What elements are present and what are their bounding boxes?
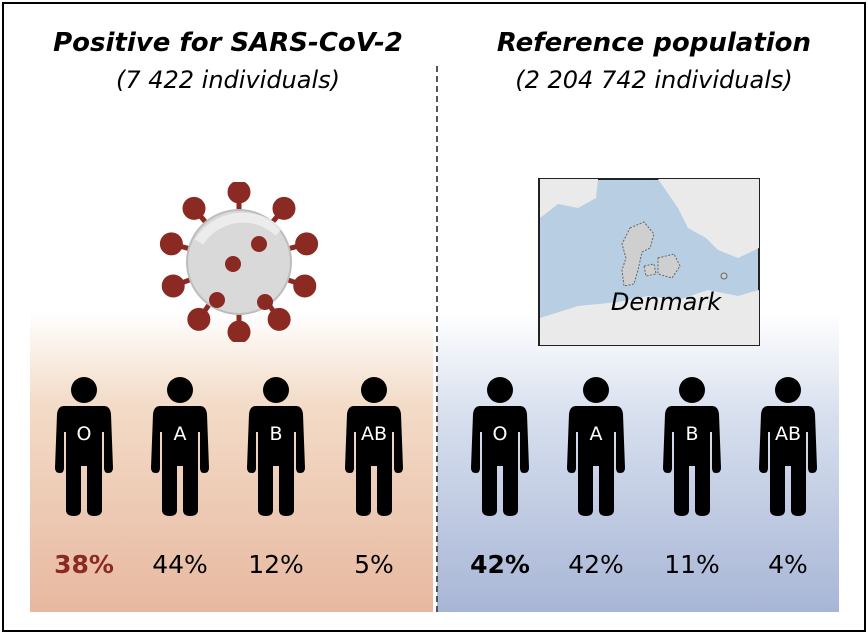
left-panel-title: Positive for SARS-CoV-2 [53, 28, 403, 58]
person-icon: B [244, 376, 308, 516]
virus-icon [159, 180, 319, 346]
left-panel-count: (7 422 individuals) [115, 66, 341, 94]
blood-type-label: O [76, 423, 92, 445]
map-icon: Denmark [538, 178, 760, 350]
blood-type-label: O [492, 423, 508, 445]
blood-type-percent: 42% [568, 550, 624, 579]
blood-type-percent: 11% [664, 550, 720, 579]
blood-type-percent: 12% [248, 550, 304, 579]
blood-type-label: AB [360, 423, 388, 445]
person-icon: A [564, 376, 628, 516]
person-icon: A [148, 376, 212, 516]
right-panel-title: Reference population [496, 28, 812, 58]
panel-divider [436, 66, 438, 612]
blood-type-percent: 42% [470, 550, 530, 579]
blood-type-label: B [685, 423, 699, 445]
blood-type-percent: 5% [354, 550, 394, 579]
blood-type-label: B [269, 423, 283, 445]
blood-type-label: AB [774, 423, 802, 445]
blood-type-percent: 4% [768, 550, 808, 579]
map-label: Denmark [611, 288, 722, 316]
person-icon: O [468, 376, 532, 516]
person-icon: O [52, 376, 116, 516]
blood-type-label: A [589, 423, 603, 445]
blood-type-percent: 38% [54, 550, 114, 579]
person-icon: B [660, 376, 724, 516]
blood-type-percent: 44% [152, 550, 208, 579]
person-icon: AB [342, 376, 406, 516]
blood-type-label: A [173, 423, 187, 445]
right-panel-count: (2 204 742 individuals) [515, 66, 793, 94]
person-icon: AB [756, 376, 820, 516]
